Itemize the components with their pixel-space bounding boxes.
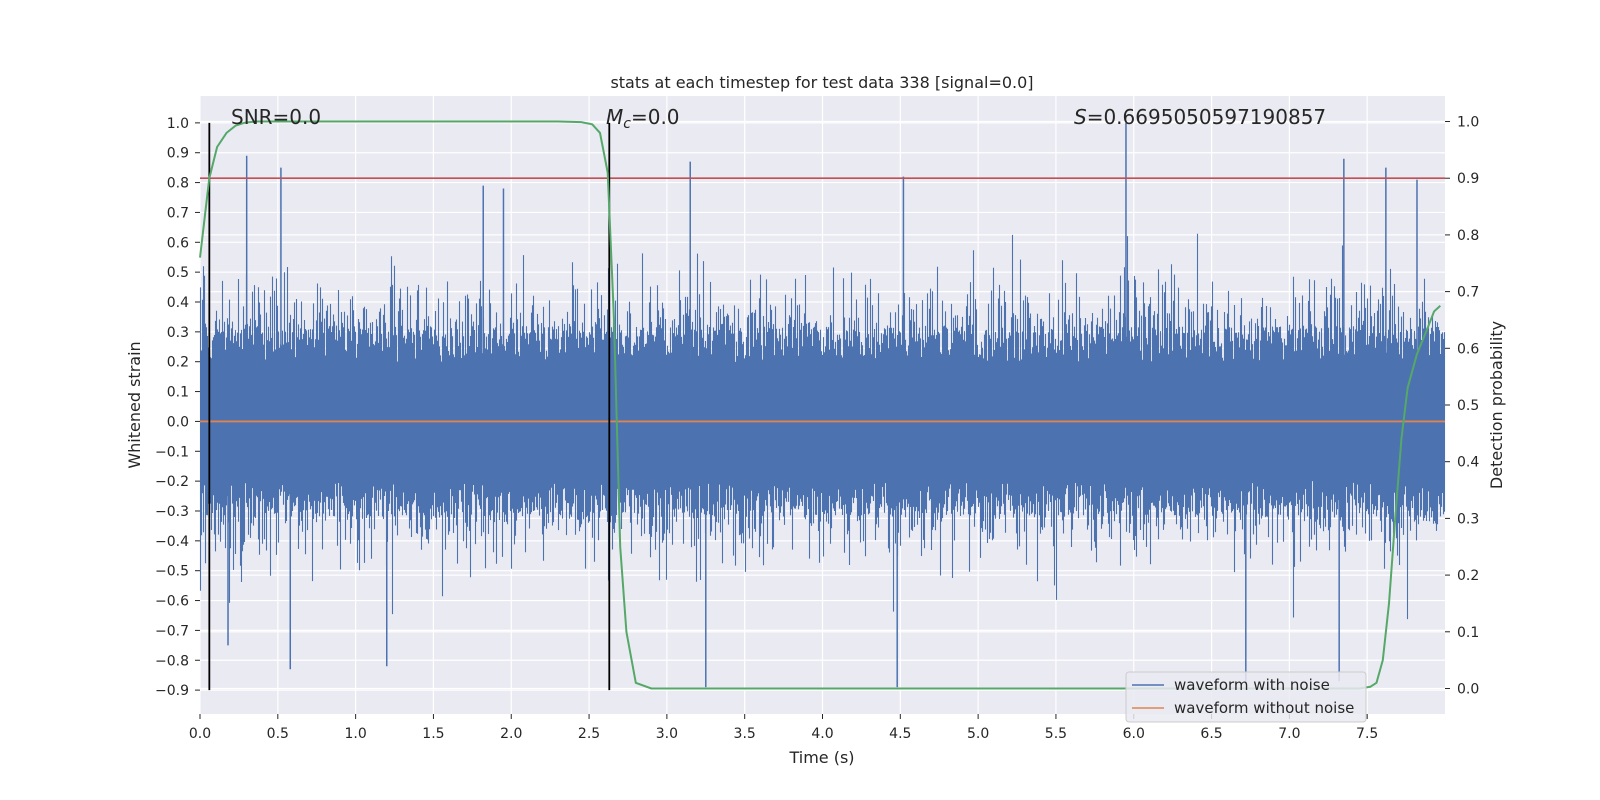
x-tick-label: 1.0 (344, 726, 366, 742)
chart-title: stats at each timestep for test data 338… (610, 73, 1033, 92)
y-tick-label-left: −0.1 (155, 444, 189, 460)
noisy-waveform-band (199, 233, 1446, 620)
x-tick-label: 7.0 (1278, 726, 1300, 742)
y-tick-label-left: −0.4 (155, 534, 189, 550)
y-tick-label-right: 0.9 (1457, 171, 1479, 187)
x-axis-label: Time (s) (788, 748, 854, 767)
y-tick-label-left: 0.9 (167, 146, 189, 162)
y-tick-label-left: −0.9 (155, 683, 189, 699)
mc-annotation: Mc=0.0 (606, 105, 680, 132)
y-tick-label-left: 0.1 (167, 385, 189, 401)
x-tick-label: 5.5 (1045, 726, 1067, 742)
y-tick-label-left: −0.7 (155, 623, 189, 639)
y-tick-label-left: 0.8 (167, 176, 189, 192)
x-tick-label: 4.0 (811, 726, 833, 742)
y-tick-label-left: −0.2 (155, 474, 189, 490)
mc-value: =0.0 (631, 105, 680, 129)
y-tick-label-right: 0.2 (1457, 568, 1479, 584)
x-tick-label: 0.5 (267, 726, 289, 742)
y-axis-label-right: Detection probability (1487, 321, 1506, 489)
s-annotation: S=0.6695050597190857 (1074, 105, 1326, 129)
y-tick-label-right: 0.8 (1457, 228, 1479, 244)
detection-probability-line (199, 120, 1441, 690)
mc-symbol: M (606, 105, 623, 129)
y-tick-label-left: 0.0 (167, 414, 189, 430)
y-tick-label-right: 1.0 (1457, 115, 1479, 131)
legend: waveform with noise waveform without noi… (1125, 671, 1367, 723)
x-tick-label: 3.0 (656, 726, 678, 742)
y-tick-label-left: 0.3 (167, 325, 189, 341)
y-tick-label-left: 0.2 (167, 355, 189, 371)
axis-ticks: 0.0 0.5 1.0 1.5 2.0 2.5 3.0 3.5 4.0 4.5 5.0 5.5 6.0 6… (155, 115, 1479, 742)
x-tick-label: 6.0 (1123, 726, 1145, 742)
y-tick-label-right: 0.0 (1457, 681, 1479, 697)
x-tick-label: 6.5 (1200, 726, 1222, 742)
x-tick-label: 7.5 (1356, 726, 1378, 742)
y-tick-label-left: −0.3 (155, 504, 189, 520)
x-tick-label: 1.5 (422, 726, 444, 742)
y-tick-label-left: −0.6 (155, 594, 189, 610)
s-symbol: S (1074, 105, 1087, 129)
y-tick-label-left: 0.6 (167, 235, 189, 251)
legend-label-clean: waveform without noise (1174, 699, 1354, 717)
y-tick-label-right: 0.6 (1457, 341, 1479, 357)
y-tick-label-left: 0.7 (167, 205, 189, 221)
y-tick-label-right: 0.3 (1457, 511, 1479, 527)
plot-marks (199, 120, 1446, 691)
legend-label-noise: waveform with noise (1174, 676, 1330, 694)
y-tick-label-right: 0.7 (1457, 285, 1479, 301)
y-tick-label-left: −0.5 (155, 564, 189, 580)
x-tick-label: 4.5 (889, 726, 911, 742)
y-tick-label-right: 0.1 (1457, 625, 1479, 641)
y-tick-label-left: 0.4 (167, 295, 189, 311)
y-tick-label-left: 0.5 (167, 265, 189, 281)
s-value: =0.6695050597190857 (1087, 105, 1326, 129)
x-tick-label: 2.0 (500, 726, 522, 742)
x-tick-label: 0.0 (189, 726, 211, 742)
y-axis-label-left: Whitened strain (125, 341, 144, 468)
legend-box (1125, 671, 1367, 723)
y-tick-label-left: −0.8 (155, 653, 189, 669)
y-tick-label-right: 0.4 (1457, 455, 1479, 471)
x-tick-label: 5.0 (967, 726, 989, 742)
x-tick-label: 3.5 (734, 726, 756, 742)
mc-subscript: c (623, 116, 631, 132)
y-tick-label-left: 1.0 (167, 116, 189, 132)
y-tick-label-right: 0.5 (1457, 398, 1479, 414)
x-tick-label: 2.5 (578, 726, 600, 742)
snr-annotation: SNR=0.0 (231, 105, 321, 129)
